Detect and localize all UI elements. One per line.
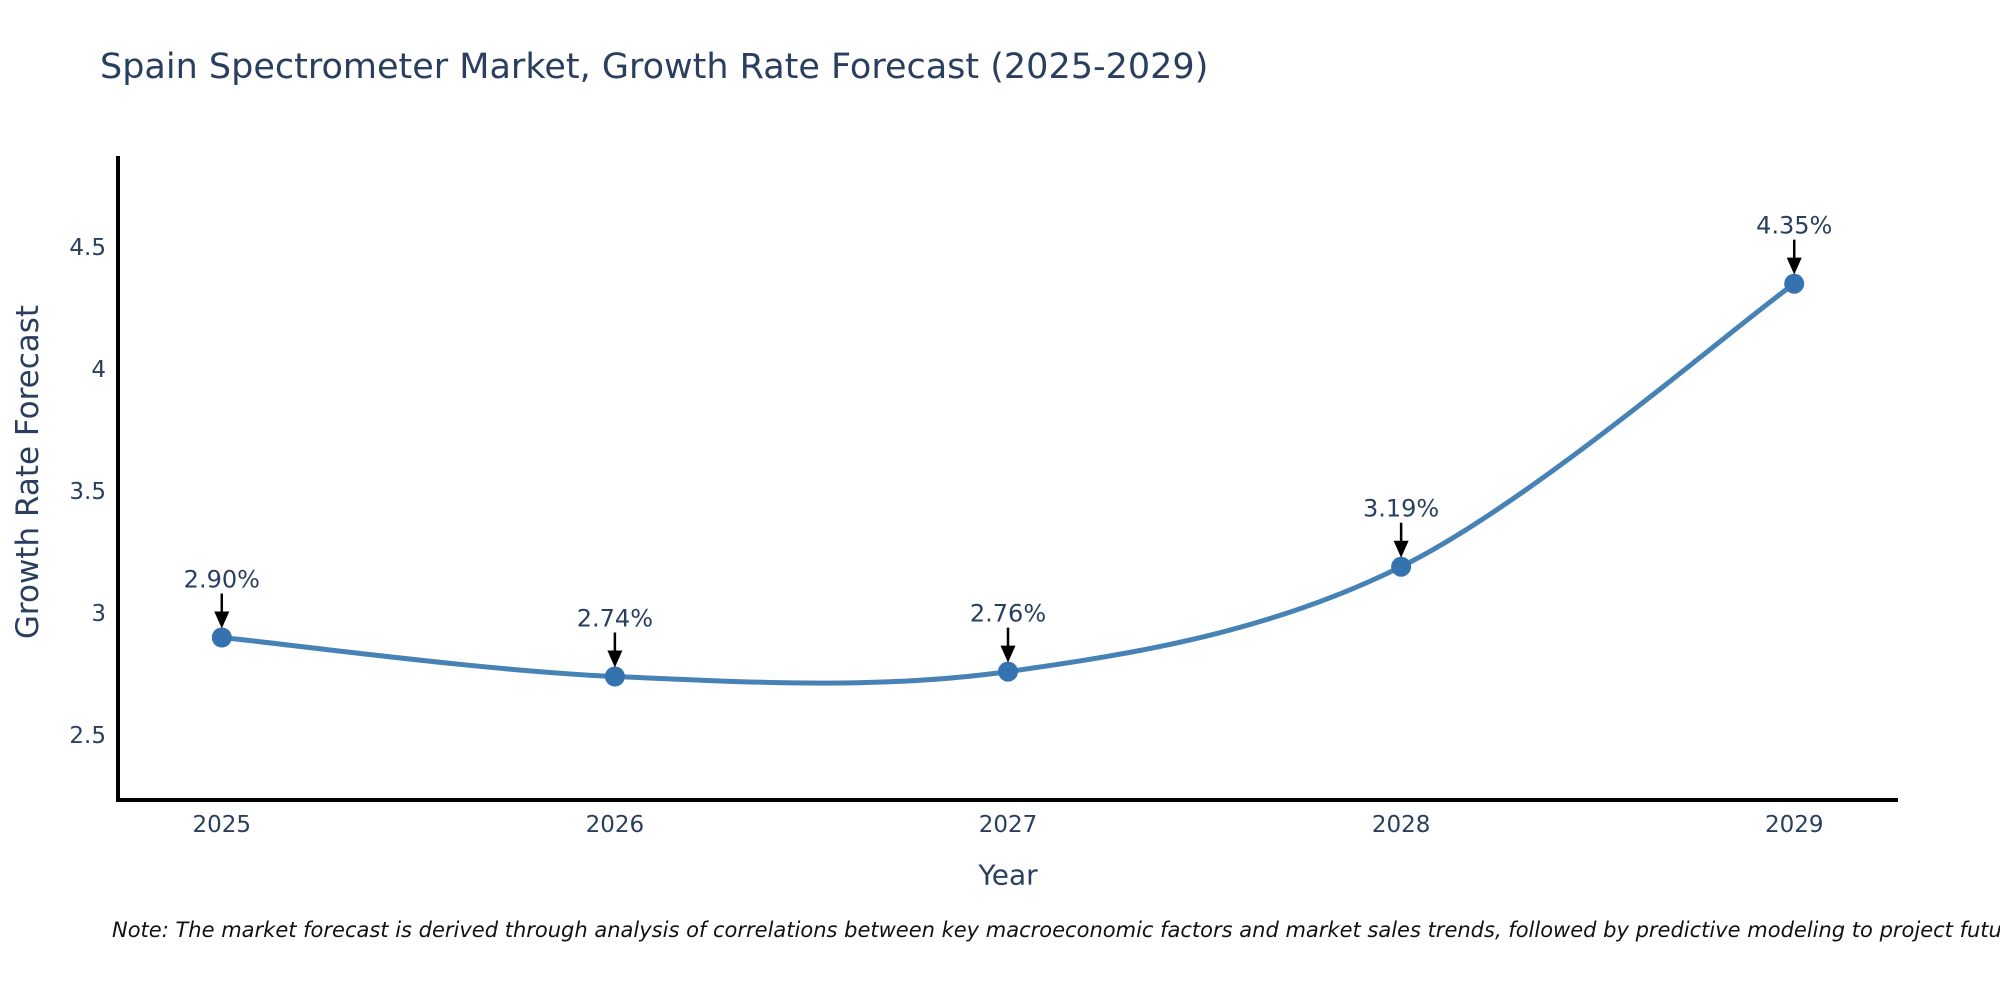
- y-tick-label: 3: [91, 601, 106, 627]
- x-tick-label: 2028: [1372, 812, 1431, 838]
- y-tick-label: 4.5: [69, 235, 106, 261]
- x-axis-title: Year: [978, 858, 1038, 892]
- footnote: Note: The market forecast is derived thr…: [112, 918, 2000, 942]
- point-annotation-label: 3.19%: [1363, 495, 1439, 523]
- chart-title: Spain Spectrometer Market, Growth Rate F…: [100, 47, 1209, 87]
- point-annotation-label: 2.74%: [577, 605, 653, 633]
- point-annotation-label: 4.35%: [1756, 212, 1832, 240]
- y-tick-label: 4: [91, 357, 106, 383]
- y-axis-tick-labels: 4.5 4 3.5 3 2.5: [69, 235, 106, 749]
- x-axis-tick-labels: 2025 2026 2027 2028 2029: [193, 812, 1824, 838]
- annotation-arrowhead: [1393, 540, 1409, 558]
- data-point-marker[interactable]: [604, 666, 625, 687]
- annotation-arrowhead: [607, 650, 623, 668]
- x-tick-label: 2027: [979, 812, 1038, 838]
- point-annotations: 2.90% 2.74% 2.76% 3.19% 4.35%: [184, 212, 1832, 668]
- x-tick-label: 2025: [193, 812, 252, 838]
- point-annotation-label: 2.90%: [184, 566, 260, 594]
- annotation-arrowhead: [1000, 645, 1016, 663]
- point-annotation-label: 2.76%: [970, 600, 1046, 628]
- annotation-arrowhead: [214, 611, 230, 629]
- data-point-marker[interactable]: [211, 627, 232, 648]
- annotation-arrowhead: [1786, 257, 1802, 275]
- series-markers: [211, 273, 1805, 687]
- data-point-marker[interactable]: [998, 661, 1018, 682]
- data-point-marker[interactable]: [1784, 273, 1805, 294]
- series-line: [219, 281, 1797, 686]
- y-tick-label: 2.5: [69, 723, 106, 749]
- y-tick-label: 3.5: [69, 479, 106, 505]
- x-tick-label: 2026: [586, 812, 645, 838]
- x-tick-label: 2029: [1765, 812, 1824, 838]
- data-point-marker[interactable]: [1391, 556, 1412, 577]
